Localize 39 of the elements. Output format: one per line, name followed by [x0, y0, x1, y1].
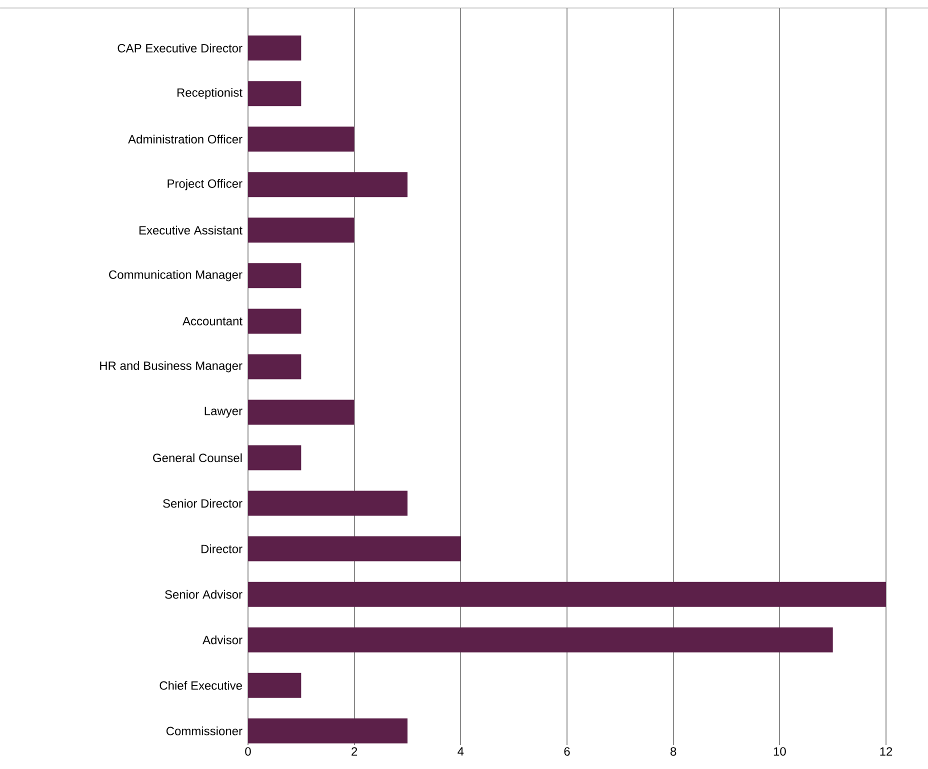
x-tick-label: 2 — [352, 747, 358, 756]
y-tick-label: Senior Advisor — [165, 590, 242, 599]
y-tick-label: Executive Assistant — [139, 226, 242, 235]
bar — [248, 126, 354, 152]
y-tick-label: Receptionist — [177, 88, 242, 100]
bar — [248, 36, 302, 61]
bar — [248, 627, 833, 652]
x-tick-label: 6 — [564, 747, 570, 756]
y-tick-label: Lawyer — [204, 406, 242, 418]
y-tick-label: Advisor — [202, 635, 242, 644]
y-tick-label: Senior Director — [163, 498, 242, 508]
bar — [248, 218, 354, 243]
y-tick-label: Director — [202, 544, 242, 554]
x-tick-label: 0 — [245, 747, 251, 756]
y-tick-label: Project Officer — [168, 179, 242, 190]
y-tick-label: Accountant — [182, 317, 242, 326]
x-tick-label: 8 — [670, 747, 676, 756]
y-tick-label: Chief Executive — [160, 680, 242, 690]
bar — [248, 445, 302, 470]
x-tick-label: 12 — [880, 747, 892, 756]
bar — [248, 172, 408, 198]
bar — [248, 263, 302, 288]
bar — [248, 490, 408, 516]
bar — [248, 672, 302, 698]
bar — [248, 81, 302, 106]
bar — [248, 536, 461, 562]
bar — [248, 582, 886, 607]
x-tick-label: 10 — [774, 747, 786, 756]
bar — [248, 308, 302, 334]
bar — [248, 400, 354, 425]
y-tick-label: HR and Business Manager — [100, 361, 242, 372]
y-tick-label: Administration Officer — [128, 134, 242, 144]
y-tick-label: Commissioner — [166, 726, 242, 736]
y-tick-label: Communication Manager — [109, 270, 242, 282]
x-tick-label: 4 — [458, 747, 464, 756]
y-tick-label: General Counsel — [153, 453, 242, 462]
bar — [248, 354, 302, 380]
bar — [248, 718, 408, 744]
y-tick-label: CAP Executive Director — [118, 44, 242, 52]
